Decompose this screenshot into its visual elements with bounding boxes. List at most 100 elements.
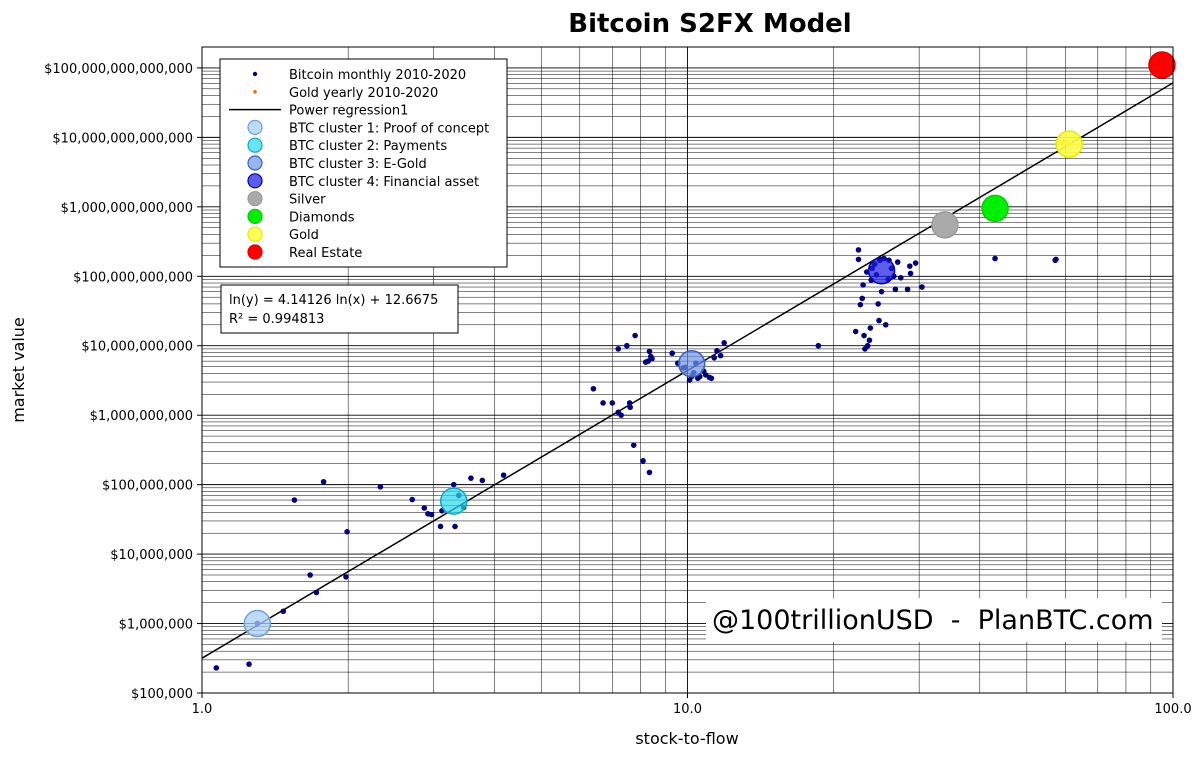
y-tick-label: $100,000,000,000,000: [44, 62, 193, 77]
real-estate-bubble: [1148, 51, 1176, 79]
watermark-text: @100trillionUSD - PlanBTC.com: [712, 605, 1154, 636]
bitcoin-monthly-point: [640, 458, 646, 464]
bitcoin-monthly-point: [875, 301, 881, 307]
equation-line-2: R² = 0.994813: [229, 312, 324, 327]
legend: Bitcoin monthly 2010-2020 Gold yearly 201…: [219, 58, 508, 268]
equation-line-1: ln(y) = 4.14126 ln(x) + 12.6675: [229, 293, 438, 308]
bitcoin-monthly-point: [714, 347, 720, 354]
legend-label-btc-cluster-1-proof-of-concept: BTC cluster 1: Proof of concept: [289, 121, 489, 136]
bitcoin-monthly-point: [855, 256, 862, 263]
chart-title: Bitcoin S2FX Model: [568, 9, 851, 39]
bitcoin-monthly-point: [213, 665, 220, 671]
y-tick-label: $100,000,000,000: [73, 270, 193, 285]
y-tick-label: $1,000,000,000: [90, 409, 193, 424]
bitcoin-monthly-point: [291, 497, 298, 503]
bitcoin-monthly-point: [615, 346, 622, 352]
y-axis-label: market value: [9, 317, 28, 423]
y-tick-label: $10,000,000,000: [81, 340, 193, 355]
bitcoin-monthly-point: [882, 322, 889, 328]
equation-box: ln(y) = 4.14126 ln(x) + 12.6675 R² = 0.9…: [220, 284, 459, 334]
bitcoin-monthly-point: [894, 259, 901, 265]
legend-label-real-estate: Real Estate: [289, 246, 362, 261]
bitcoin-monthly-point: [708, 375, 715, 382]
legend-items: Bitcoin monthly 2010-2020 Gold yearly 201…: [229, 68, 489, 261]
bitcoin-monthly-point: [246, 661, 252, 667]
bitcoin-monthly-point: [878, 288, 885, 295]
legend-label-power-regression1: Power regression1: [289, 104, 408, 119]
bitcoin-monthly-point: [600, 400, 606, 406]
bitcoin-monthly-point: [626, 400, 633, 406]
legend-box: [219, 58, 508, 268]
x-axis-ticks: 1.0 10.0 100.0: [192, 693, 1192, 717]
bitcoin-monthly-point: [320, 478, 327, 485]
bitcoin-monthly-point: [590, 385, 597, 392]
bitcoin-monthly-point: [630, 442, 637, 448]
bitcoin-monthly-point: [307, 572, 313, 578]
bitcoin-monthly-point: [867, 325, 874, 331]
legend-swatch-silver: [247, 191, 263, 207]
legend-swatch-bitcoin-monthly-2010-2020: [252, 71, 258, 77]
btc-cluster-1-proof-of-concept-bubble: [243, 609, 272, 638]
legend-label-diamonds: Diamonds: [289, 210, 355, 225]
bitcoin-monthly-point: [859, 295, 866, 302]
legend-swatch-gold-yearly-2010-2020: [253, 90, 257, 94]
gold-bubble: [1055, 130, 1083, 158]
y-tick-label: $1,000,000: [119, 618, 193, 633]
watermark-box: [706, 598, 1162, 642]
bitcoin-monthly-point: [855, 247, 862, 253]
bitcoin-monthly-point: [860, 282, 866, 288]
legend-swatch-diamonds: [247, 208, 263, 224]
legend-label-gold: Gold: [289, 228, 319, 243]
bitcoin-monthly-point: [864, 342, 871, 349]
bitcoin-monthly-point: [907, 270, 914, 277]
x-tick-label: 1.0: [192, 702, 213, 717]
bitcoin-monthly-point: [627, 404, 633, 411]
equation-frame: [220, 284, 459, 334]
bitcoin-monthly-point: [632, 332, 638, 339]
legend-swatch-btc-cluster-2-payments: [247, 137, 263, 153]
legend-label-bitcoin-monthly-2010-2020: Bitcoin monthly 2010-2020: [289, 68, 466, 83]
y-tick-label: $1,000,000,000,000: [61, 201, 193, 216]
x-axis-label: stock-to-flow: [635, 729, 738, 748]
bitcoin-monthly-point: [344, 528, 350, 535]
bitcoin-monthly-point: [437, 523, 444, 530]
bitcoin-monthly-point: [343, 574, 349, 580]
bitcoin-monthly-point: [866, 337, 873, 344]
bitcoin-monthly-point: [892, 286, 899, 293]
bitcoin-monthly-point: [280, 608, 287, 615]
watermark: @100trillionUSD - PlanBTC.com: [706, 598, 1162, 642]
y-tick-label: $10,000,000,000,000: [52, 131, 193, 146]
bitcoin-monthly-point: [618, 412, 624, 418]
bitcoin-monthly-point: [409, 496, 416, 503]
bitcoin-monthly-point: [609, 400, 616, 406]
bitcoin-monthly-point: [646, 469, 653, 476]
bitcoin-monthly-point: [857, 301, 864, 308]
bitcoin-monthly-point: [649, 355, 655, 362]
bitcoin-monthly-point: [852, 328, 859, 335]
bitcoin-monthly-point: [912, 260, 919, 266]
bitcoin-monthly-point: [428, 511, 435, 518]
bitcoin-monthly-point: [313, 589, 320, 596]
bitcoin-monthly-point: [450, 481, 457, 488]
bitcoin-monthly-point: [377, 484, 384, 490]
bitcoin-monthly-point: [876, 317, 882, 324]
y-tick-label: $10,000,000: [110, 548, 193, 563]
bitcoin-monthly-point: [669, 350, 675, 357]
bitcoin-monthly-point: [452, 523, 458, 530]
bitcoin-monthly-point: [479, 477, 486, 484]
y-axis-ticks: $100,000 $1,000,000 $10,000,000 $100,000,00…: [44, 62, 202, 702]
bubbles-layer: [243, 51, 1176, 638]
bitcoin-monthly-point: [721, 340, 727, 346]
btc-cluster-4-financial-asset-bubble: [867, 257, 896, 285]
legend-swatch-btc-cluster-3-e-gold: [247, 155, 263, 171]
silver-bubble: [931, 211, 959, 239]
x-tick-label: 100.0: [1154, 702, 1191, 717]
legend-label-silver: Silver: [289, 193, 326, 208]
bitcoin-monthly-point: [717, 352, 724, 359]
bitcoin-monthly-point: [919, 284, 925, 290]
legend-swatch-btc-cluster-4-financial-asset: [247, 173, 263, 189]
bitcoin-monthly-point: [861, 332, 867, 339]
y-tick-label: $100,000: [131, 687, 193, 702]
bitcoin-monthly-point: [992, 255, 998, 262]
